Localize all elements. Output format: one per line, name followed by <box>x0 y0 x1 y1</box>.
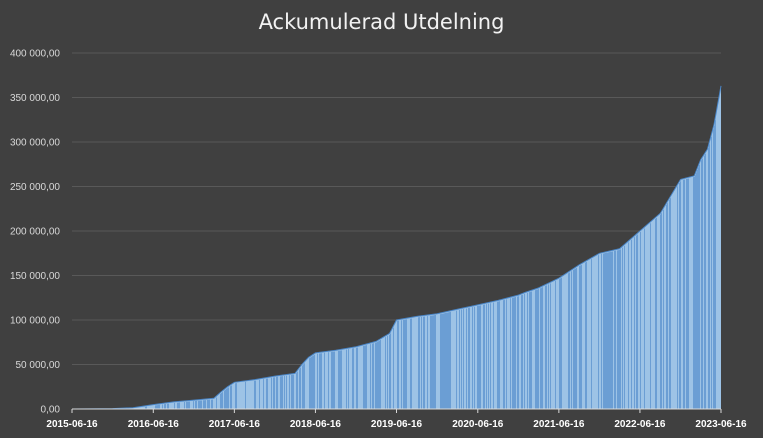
series-area <box>72 85 721 410</box>
y-tick-label: 350 000,00 <box>10 93 60 104</box>
y-tick-label: 250 000,00 <box>10 182 60 193</box>
x-tick-label: 2017-06-16 <box>209 419 261 430</box>
chart-title: Ackumulerad Utdelning <box>258 10 505 34</box>
y-tick-label: 150 000,00 <box>10 271 60 282</box>
x-tick-label: 2019-06-16 <box>371 419 423 430</box>
x-tick-label: 2021-06-16 <box>533 419 585 430</box>
x-tick-label: 2022-06-16 <box>614 419 666 430</box>
x-tick-label: 2020-06-16 <box>452 419 504 430</box>
y-tick-label: 0,00 <box>41 405 61 416</box>
series-line <box>71 85 722 410</box>
x-tick-label: 2015-06-16 <box>46 419 98 430</box>
y-tick-label: 100 000,00 <box>10 316 60 327</box>
y-tick-label: 400 000,00 <box>10 49 60 60</box>
x-tick-label: 2016-06-16 <box>128 419 180 430</box>
y-tick-label: 50 000,00 <box>16 360 61 371</box>
y-tick-label: 300 000,00 <box>10 138 60 149</box>
x-tick-label: 2023-06-16 <box>695 419 747 430</box>
y-tick-label: 200 000,00 <box>10 227 60 238</box>
x-tick-label: 2018-06-16 <box>290 419 342 430</box>
